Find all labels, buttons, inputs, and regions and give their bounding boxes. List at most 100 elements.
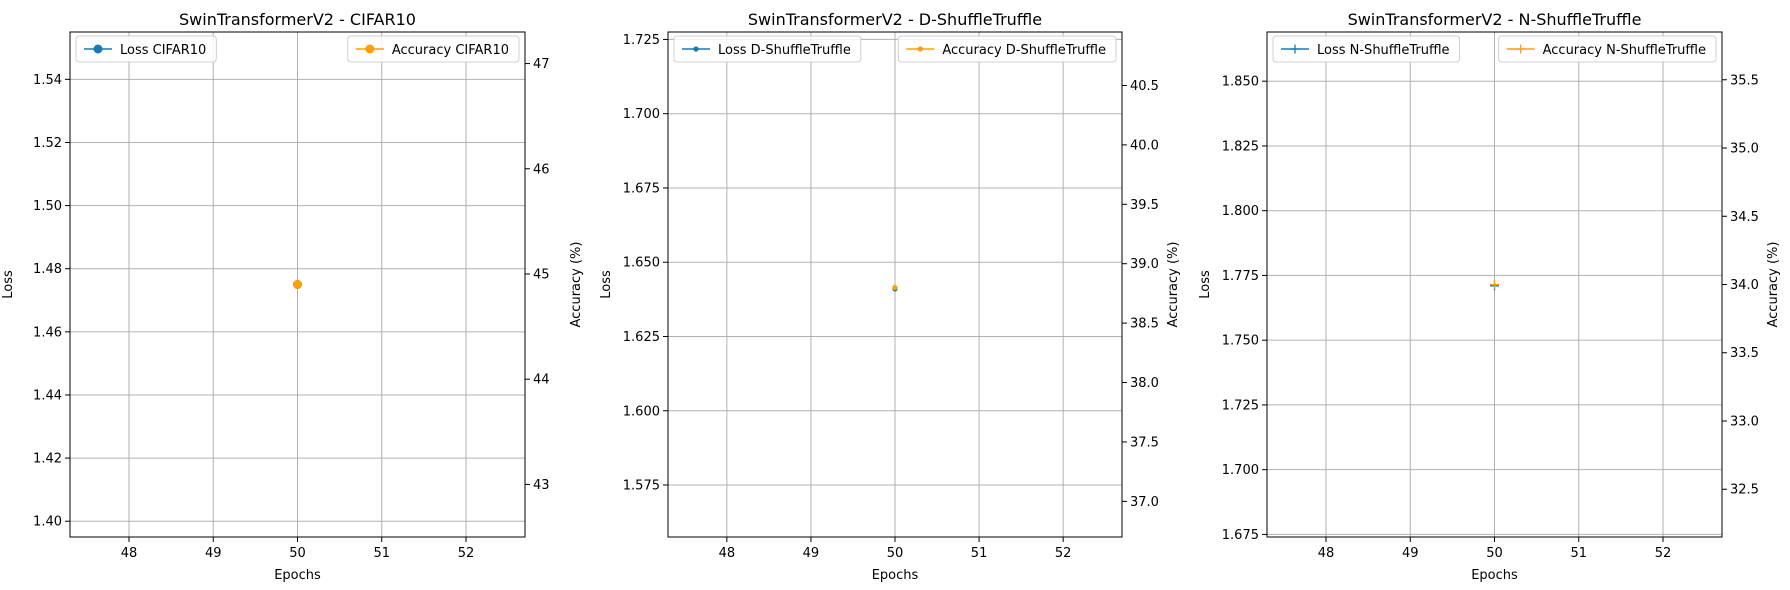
- legend-accuracy: Accuracy CIFAR10: [347, 35, 520, 63]
- x-axis-label: Epochs: [872, 568, 919, 583]
- y-axis-label: Loss: [599, 270, 614, 299]
- y-tick-label: 1.625: [623, 330, 660, 345]
- y2-tick-label: 38.0: [1130, 376, 1159, 391]
- chart-panel-1: 48 49 50 51 52 1.40 1.42 1.44 1.46 1.48 1.50 1.52 1.…: [1, 10, 584, 583]
- y2-tick-label: 44: [533, 373, 550, 388]
- y2-tick-label: 33.5: [1730, 346, 1759, 361]
- y-tick-label: 1.42: [33, 452, 62, 467]
- y2-tick-label: 43: [533, 478, 550, 493]
- y-tick-label: 1.54: [33, 73, 62, 88]
- x-axis-label: Epochs: [1471, 568, 1518, 583]
- y-tick-label: 1.40: [33, 515, 62, 530]
- x-tick-label: 49: [1402, 546, 1419, 561]
- legend-accuracy: Accuracy D-ShuffleTruffle: [897, 35, 1117, 63]
- x-tick-label: 50: [887, 546, 904, 561]
- legend-box: [1272, 35, 1461, 63]
- legend-loss: Loss CIFAR10: [75, 35, 217, 63]
- x-tick-label: 52: [458, 546, 475, 561]
- y-tick-label: 1.675: [623, 181, 660, 196]
- y2-tick-label: 35.0: [1730, 142, 1759, 157]
- legend-loss: Loss N-ShuffleTruffle: [1272, 35, 1461, 63]
- chart-title: SwinTransformerV2 - D-ShuffleTruffle: [748, 10, 1042, 29]
- legend-marker: [917, 46, 923, 52]
- legend-loss: Loss D-ShuffleTruffle: [673, 35, 862, 63]
- legend-box: [673, 35, 862, 63]
- x-tick-label: 48: [719, 546, 736, 561]
- y-tick-label: 1.850: [1222, 75, 1259, 90]
- y-tick-label: 1.725: [623, 33, 660, 48]
- y-axis-label: Loss: [1, 270, 16, 299]
- legend-marker: [693, 46, 699, 52]
- chart-panel-3: 48 49 50 51 52 1.675 1.700 1.725 1.750 1.775 1.800…: [1198, 10, 1781, 583]
- legend-marker: [365, 44, 375, 54]
- y2-tick-label: 46: [533, 162, 550, 177]
- y2-tick-label: 38.5: [1130, 317, 1159, 332]
- legend-label: Accuracy D-ShuffleTruffle: [942, 43, 1106, 58]
- y2-tick-label: 40.0: [1130, 138, 1159, 153]
- y2-axis-label: Accuracy (%): [569, 242, 584, 328]
- y-tick-label: 1.750: [1222, 334, 1259, 349]
- x-axis-label: Epochs: [274, 568, 321, 583]
- y2-tick-label: 40.5: [1130, 79, 1159, 94]
- y2-tick-label: 39.0: [1130, 257, 1159, 272]
- y2-tick-label: 37.0: [1130, 495, 1159, 510]
- legend-box: [75, 35, 217, 63]
- x-tick-label: 51: [1570, 546, 1587, 561]
- y2-tick-label: 33.0: [1730, 414, 1759, 429]
- legend-marker: [93, 44, 103, 54]
- legend-box: [1498, 35, 1717, 63]
- y-tick-label: 1.50: [33, 199, 62, 214]
- legend-box: [897, 35, 1117, 63]
- y2-axis-label: Accuracy (%): [1766, 242, 1781, 328]
- y-tick-label: 1.725: [1222, 398, 1259, 413]
- y-tick-label: 1.575: [623, 479, 660, 494]
- legend-marker: [1290, 44, 1300, 54]
- y2-tick-label: 39.5: [1130, 198, 1159, 213]
- legend-marker: [1516, 44, 1526, 54]
- y-tick-label: 1.675: [1222, 528, 1259, 543]
- x-tick-label: 50: [1486, 546, 1503, 561]
- y-tick-label: 1.52: [33, 136, 62, 151]
- y-tick-label: 1.600: [623, 404, 660, 419]
- y-tick-label: 1.700: [623, 107, 660, 122]
- chart-title: SwinTransformerV2 - N-ShuffleTruffle: [1348, 10, 1642, 29]
- legend-label: Accuracy N-ShuffleTruffle: [1543, 43, 1706, 58]
- y2-tick-label: 47: [533, 57, 550, 72]
- x-tick-label: 51: [971, 546, 988, 561]
- legend-label: Loss D-ShuffleTruffle: [718, 43, 851, 58]
- y-axis-label: Loss: [1198, 270, 1213, 299]
- legend-label: Loss CIFAR10: [120, 43, 206, 58]
- data-point-accuracy: [892, 284, 898, 291]
- y-tick-label: 1.775: [1222, 269, 1259, 284]
- chart-title: SwinTransformerV2 - CIFAR10: [179, 10, 416, 29]
- y2-axis-label: Accuracy (%): [1166, 242, 1181, 328]
- x-tick-label: 49: [803, 546, 820, 561]
- legend-accuracy: Accuracy N-ShuffleTruffle: [1498, 35, 1717, 63]
- x-tick-label: 51: [373, 546, 390, 561]
- y-tick-label: 1.825: [1222, 139, 1259, 154]
- y-tick-label: 1.800: [1222, 204, 1259, 219]
- y-tick-label: 1.650: [623, 256, 660, 271]
- data-point-accuracy: [1490, 280, 1499, 289]
- y2-tick-label: 34.0: [1730, 278, 1759, 293]
- y-tick-label: 1.48: [33, 262, 62, 277]
- y-tick-label: 1.700: [1222, 463, 1259, 478]
- chart-panel-2: 48 49 50 51 52 1.575 1.600 1.625 1.650 1.675 1.700…: [599, 10, 1181, 583]
- x-tick-label: 48: [121, 546, 138, 561]
- legend-box: [347, 35, 520, 63]
- y2-tick-label: 34.5: [1730, 210, 1759, 225]
- y2-tick-label: 37.5: [1130, 435, 1159, 450]
- x-tick-label: 49: [205, 546, 222, 561]
- legend-label: Loss N-ShuffleTruffle: [1317, 43, 1450, 58]
- x-tick-label: 52: [1655, 546, 1672, 561]
- data-point-accuracy: [293, 280, 302, 289]
- y-tick-label: 1.46: [33, 325, 62, 340]
- y2-tick-label: 45: [533, 267, 550, 282]
- legend-label: Accuracy CIFAR10: [392, 43, 509, 58]
- x-tick-label: 52: [1055, 546, 1072, 561]
- x-tick-label: 50: [289, 546, 306, 561]
- y2-tick-label: 35.5: [1730, 73, 1759, 88]
- y-tick-label: 1.44: [33, 388, 62, 403]
- y2-tick-label: 32.5: [1730, 483, 1759, 498]
